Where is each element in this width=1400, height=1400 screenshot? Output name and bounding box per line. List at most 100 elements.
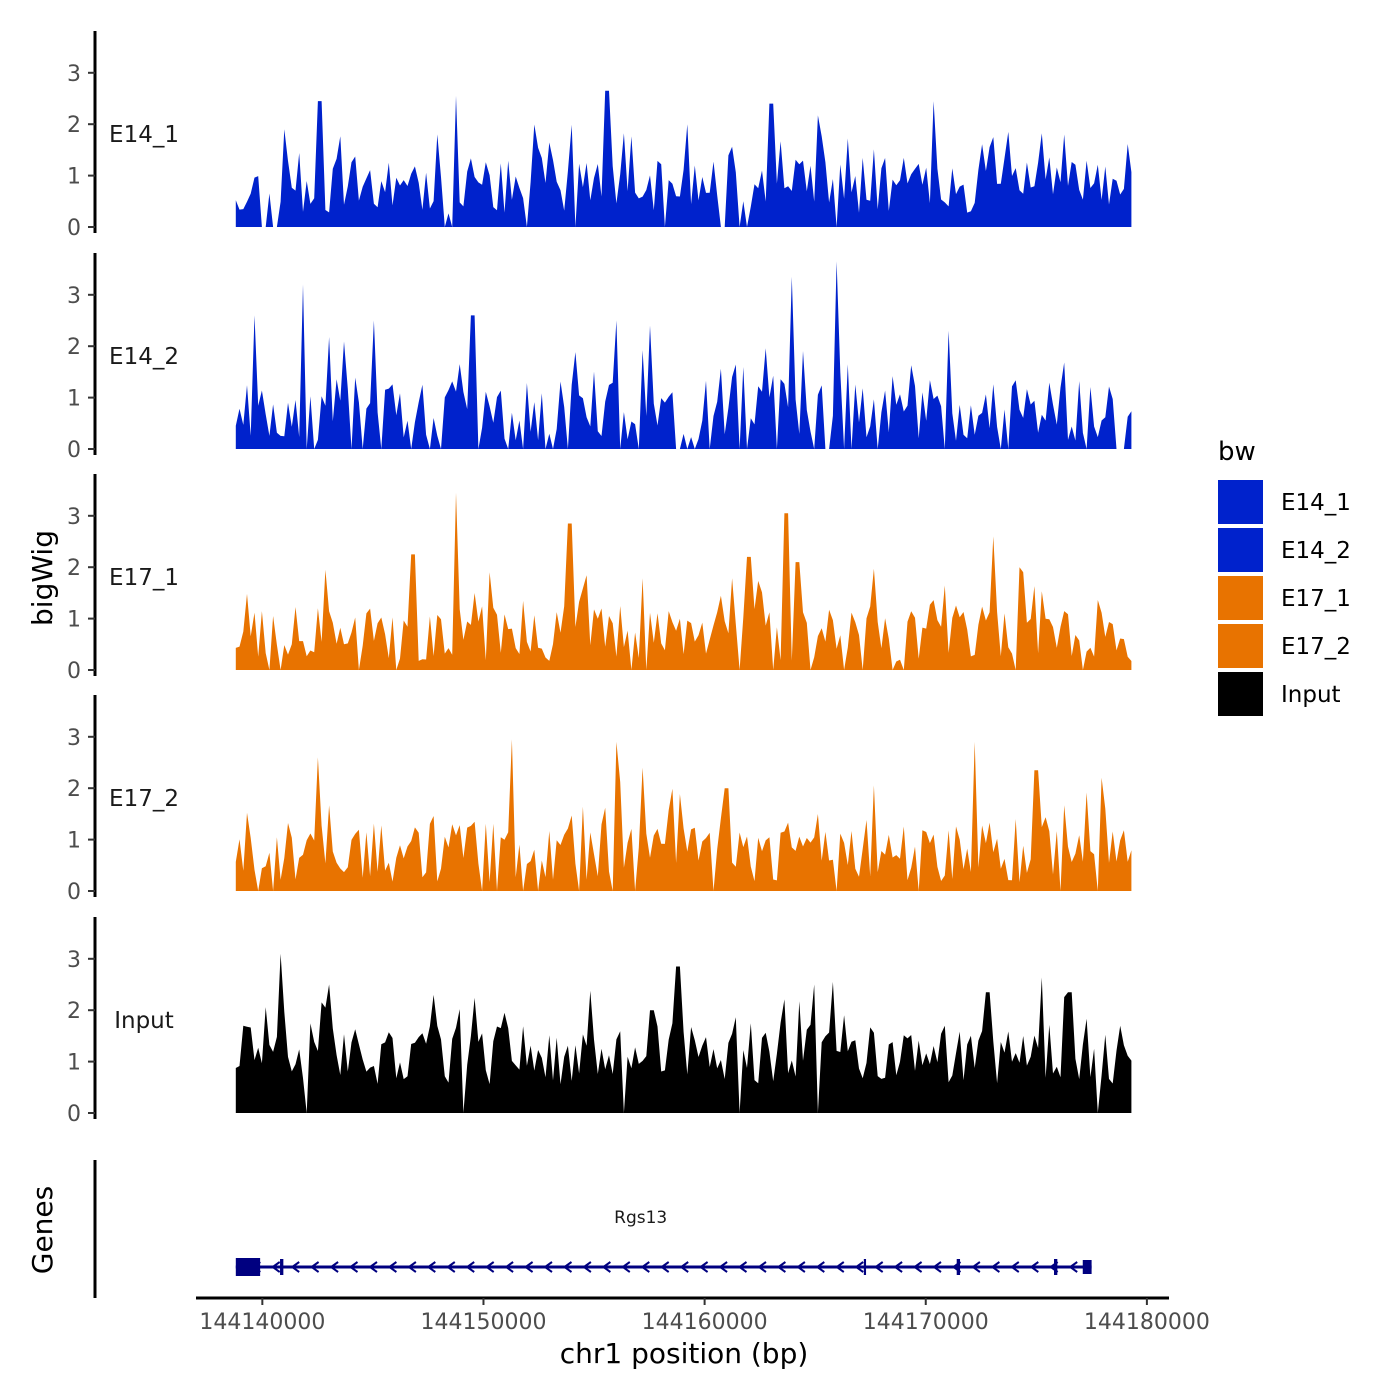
x-tick-label: 144150000 — [420, 1310, 546, 1335]
area-Input — [235, 953, 1132, 1113]
strand-arrow — [582, 1261, 592, 1273]
exon — [235, 1258, 261, 1276]
panel-label: E17_2 — [109, 786, 179, 812]
exon — [280, 1259, 284, 1275]
legend-label-Input: Input — [1281, 682, 1341, 708]
panel-label: E17_1 — [109, 565, 179, 591]
x-axis-label: chr1 position (bp) — [560, 1337, 809, 1370]
strand-arrow — [426, 1261, 436, 1273]
y-tick-label: 2 — [67, 556, 81, 581]
strand-arrow — [893, 1261, 903, 1273]
strand-arrow — [990, 1261, 1000, 1273]
exon — [956, 1259, 961, 1275]
strand-arrow — [309, 1261, 320, 1273]
strand-arrow — [543, 1261, 553, 1273]
legend-label-E14_1: E14_1 — [1281, 490, 1351, 516]
x-tick-label: 144180000 — [1084, 1310, 1210, 1335]
exon — [1082, 1260, 1092, 1274]
legend-label-E14_2: E14_2 — [1281, 538, 1351, 564]
y-tick-label: 1 — [67, 608, 81, 633]
strand-arrow — [873, 1261, 884, 1273]
x-tick-label: 144160000 — [642, 1310, 768, 1335]
x-tick-label: 144170000 — [863, 1310, 989, 1335]
legend-title: bw — [1218, 437, 1256, 467]
y-tick-label: 1 — [67, 165, 81, 190]
genes-track-label: Genes — [26, 1186, 59, 1274]
strand-arrow — [796, 1261, 806, 1273]
y-tick-label: 3 — [67, 284, 81, 309]
legend-swatch-E17_2 — [1218, 624, 1263, 668]
track-E14_2: 0 1 2 3 E14_2 — [67, 253, 1132, 463]
strand-arrow — [640, 1261, 650, 1273]
area-E14_2 — [235, 261, 1132, 449]
panel-label: E14_2 — [109, 344, 179, 370]
signal-tracks: 0 1 2 3 E14_1 0 1 2 3 E14_2 0 1 2 3 E17_1 0 1 2 3 E17_2 0 1 2 3… — [67, 31, 1132, 1127]
strand-arrow — [348, 1261, 359, 1273]
strand-arrow — [971, 1261, 981, 1273]
y-tick-label: 0 — [67, 659, 81, 684]
gene-track: Rgs13 — [93, 1160, 1092, 1298]
y-tick-label: 3 — [67, 726, 81, 751]
legend-label-E17_2: E17_2 — [1281, 634, 1351, 660]
y-tick-label: 1 — [67, 829, 81, 854]
legend-swatch-E14_1 — [1218, 480, 1263, 524]
y-tick-label: 0 — [67, 438, 81, 463]
strand-arrow — [446, 1261, 456, 1273]
strand-arrow — [854, 1261, 864, 1273]
strand-arrow — [407, 1261, 417, 1273]
strand-arrow — [737, 1261, 748, 1273]
y-tick-label: 2 — [67, 777, 81, 802]
area-E17_2 — [235, 739, 1132, 891]
strand-arrow — [659, 1261, 670, 1273]
x-tick-label: 144140000 — [199, 1310, 325, 1335]
y-axis-label: bigWig — [26, 530, 59, 626]
strand-arrow — [815, 1261, 825, 1273]
strand-arrow — [679, 1261, 689, 1273]
legend-swatch-E14_2 — [1218, 528, 1263, 572]
y-tick-label: 3 — [67, 505, 81, 530]
y-tick-label: 1 — [67, 387, 81, 412]
exon — [1054, 1259, 1058, 1275]
strand-arrow — [1010, 1261, 1020, 1273]
strand-arrow — [601, 1261, 611, 1273]
strand-arrow — [465, 1261, 475, 1273]
strand-arrow — [523, 1261, 534, 1273]
legend-label-E17_1: E17_1 — [1281, 586, 1351, 612]
strand-arrow — [270, 1261, 281, 1273]
track-Input: 0 1 2 3 Input — [67, 917, 1132, 1127]
panel-label: E14_1 — [109, 122, 179, 148]
track-E17_1: 0 1 2 3 E17_1 — [67, 474, 1132, 684]
strand-arrow — [329, 1261, 339, 1273]
track-E14_1: 0 1 2 3 E14_1 — [67, 31, 1132, 241]
strand-arrow — [562, 1261, 573, 1273]
y-tick-label: 2 — [67, 999, 81, 1024]
x-axis: 144140000 144150000 144160000 144170000 1441… — [196, 1296, 1210, 1335]
legend-swatch-Input — [1218, 672, 1263, 716]
y-tick-label: 1 — [67, 1051, 81, 1076]
y-tick-label: 3 — [67, 948, 81, 973]
y-tick-label: 3 — [67, 62, 81, 87]
strand-arrow — [718, 1261, 728, 1273]
strand-arrow — [484, 1261, 495, 1273]
legend: bw E14_1 E14_2 E17_1 E17_2 Input — [1218, 437, 1351, 716]
y-tick-label: 2 — [67, 113, 81, 138]
strand-arrow — [1068, 1261, 1078, 1273]
strand-arrow — [368, 1261, 378, 1273]
strand-arrow — [504, 1261, 514, 1273]
strand-arrow — [932, 1261, 942, 1273]
strand-arrow — [290, 1261, 300, 1273]
y-tick-label: 2 — [67, 335, 81, 360]
y-tick-label: 0 — [67, 216, 81, 241]
strand-arrow — [757, 1261, 767, 1273]
legend-swatch-E17_1 — [1218, 576, 1263, 620]
strand-arrow — [912, 1261, 923, 1273]
exon — [863, 1259, 867, 1275]
strand-arrow — [698, 1261, 709, 1273]
strand-arrow — [835, 1261, 845, 1273]
track-E17_2: 0 1 2 3 E17_2 — [67, 695, 1132, 905]
strand-arrow — [621, 1261, 631, 1273]
y-tick-label: 0 — [67, 880, 81, 905]
panel-label: Input — [114, 1008, 174, 1034]
area-E17_1 — [235, 492, 1132, 670]
